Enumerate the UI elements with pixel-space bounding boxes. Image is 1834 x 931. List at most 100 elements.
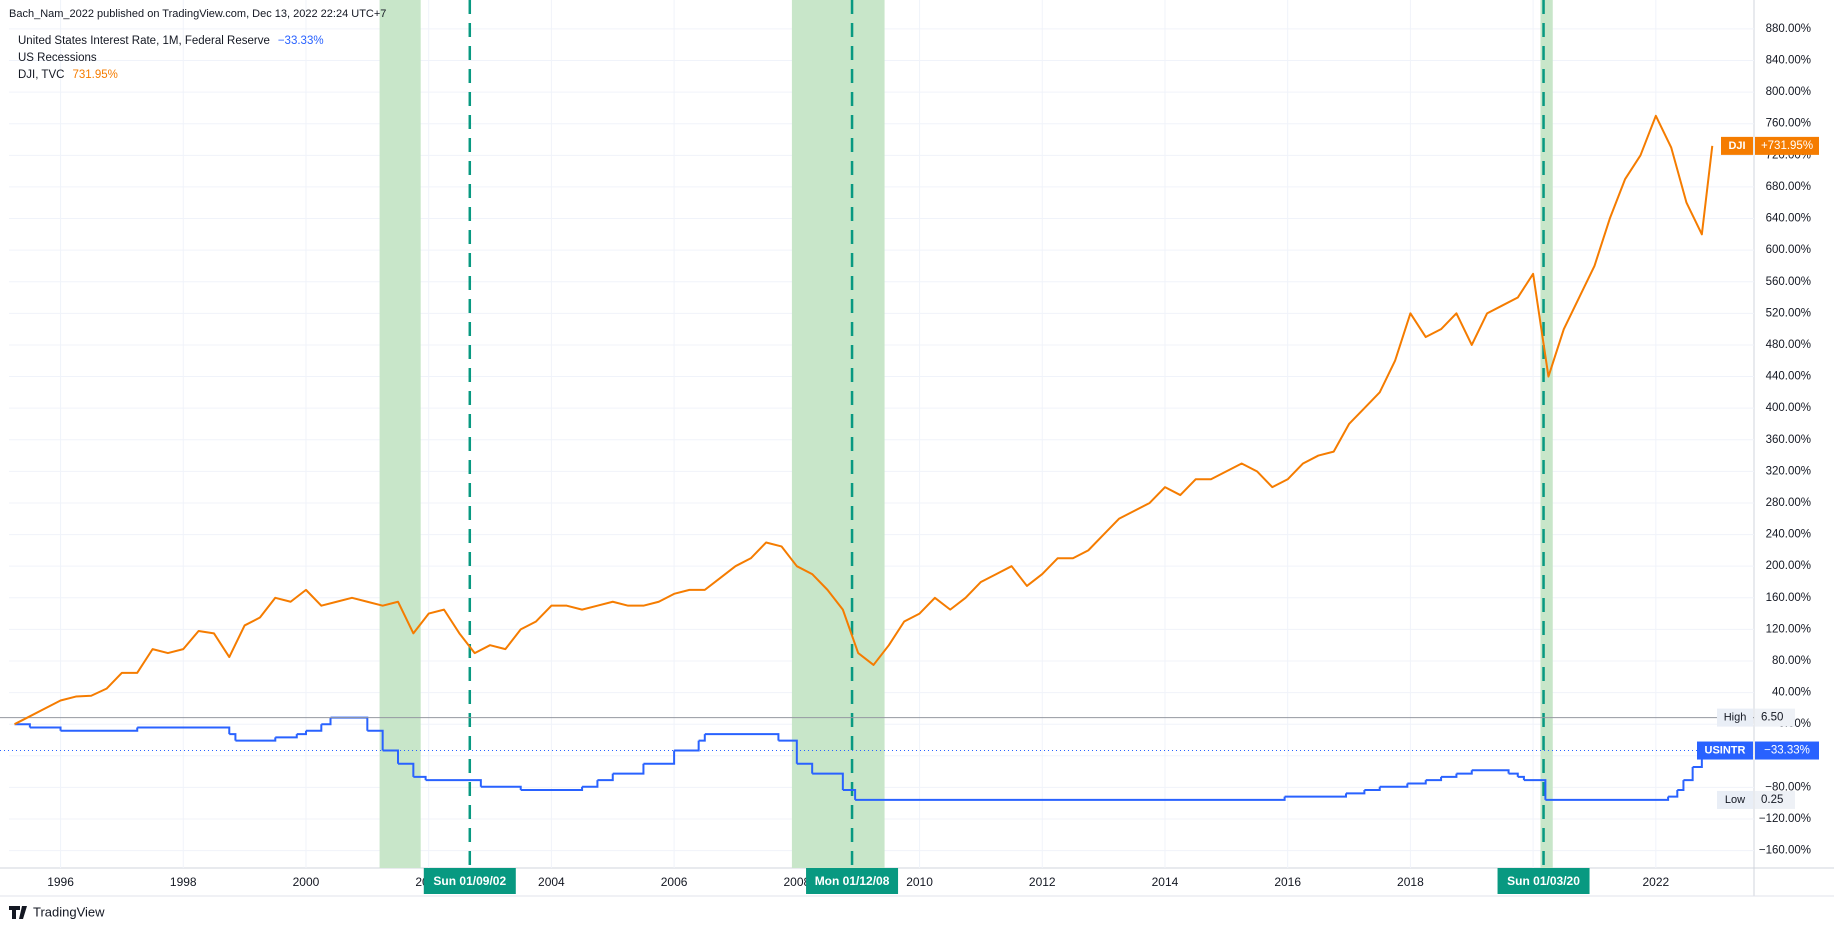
x-tick-label: 2022 bbox=[1642, 875, 1669, 889]
rate-step bbox=[382, 749, 400, 764]
x-tick-label: 2000 bbox=[293, 875, 320, 889]
rate-step bbox=[1364, 786, 1381, 792]
rate-step bbox=[1692, 757, 1703, 768]
rate-step bbox=[1545, 796, 1670, 801]
high-tag: High bbox=[1724, 712, 1747, 724]
x-tick-label: 2018 bbox=[1397, 875, 1424, 889]
y-tick-label: 480.00% bbox=[1766, 339, 1811, 351]
rate-step bbox=[1471, 769, 1510, 774]
event-label-box bbox=[1497, 868, 1590, 894]
legend-value: 731.95% bbox=[72, 69, 117, 81]
low-tag: Low bbox=[1725, 794, 1745, 806]
event-label: Mon 01/12/08 bbox=[815, 874, 890, 888]
y-tick-label: 360.00% bbox=[1766, 434, 1811, 446]
last-value-label: −33.33% bbox=[1764, 745, 1810, 757]
y-tick-label: 440.00% bbox=[1766, 371, 1811, 383]
rate-step bbox=[1508, 772, 1519, 777]
rate-step bbox=[14, 723, 31, 728]
rate-step bbox=[425, 779, 482, 787]
rate-step bbox=[398, 762, 415, 777]
y-tick-label: 640.00% bbox=[1766, 213, 1811, 225]
rate-step bbox=[235, 737, 277, 742]
rate-step bbox=[305, 724, 323, 732]
event-label-box bbox=[806, 868, 899, 894]
rate-step bbox=[704, 733, 780, 741]
rate-step bbox=[1284, 793, 1347, 798]
brand: TradingView bbox=[33, 904, 105, 919]
event-label-box bbox=[423, 868, 516, 894]
legend-name: DJI, TVC bbox=[18, 69, 64, 81]
legend-name: United States Interest Rate, 1M, Federal… bbox=[18, 35, 270, 47]
rate-step bbox=[1379, 783, 1409, 788]
last-value-label: +731.95% bbox=[1761, 140, 1813, 152]
logo-icon bbox=[9, 906, 27, 919]
y-tick-label: 80.00% bbox=[1772, 655, 1811, 667]
high-tag-box bbox=[1717, 708, 1753, 727]
x-tick-label: 2010 bbox=[906, 875, 933, 889]
rate-step bbox=[698, 734, 706, 742]
rate-step bbox=[520, 786, 584, 792]
rate-step bbox=[855, 796, 1286, 801]
x-tick-label: 2012 bbox=[1029, 875, 1056, 889]
rate-step bbox=[1523, 779, 1547, 800]
y-tick-label: 880.00% bbox=[1766, 23, 1811, 35]
event-label: Sun 01/03/20 bbox=[1507, 874, 1580, 888]
rate-step bbox=[413, 775, 427, 781]
y-tick-label: −160.00% bbox=[1759, 845, 1811, 857]
low-value-box bbox=[1755, 790, 1795, 809]
y-tick-label: 240.00% bbox=[1766, 529, 1811, 541]
rate-step bbox=[296, 730, 307, 736]
y-tick-label: 560.00% bbox=[1766, 276, 1811, 288]
y-tick-label: 200.00% bbox=[1766, 560, 1811, 572]
y-tick-label: 520.00% bbox=[1766, 307, 1811, 319]
rate-step bbox=[597, 773, 614, 782]
last-value-box bbox=[1755, 136, 1819, 155]
rate-step bbox=[778, 739, 798, 764]
y-tick-label: 600.00% bbox=[1766, 244, 1811, 256]
x-tick-label: 2008 bbox=[783, 875, 810, 889]
y-tick-label: −80.00% bbox=[1765, 781, 1811, 793]
x-tick-label: 2006 bbox=[661, 875, 688, 889]
rate-step bbox=[137, 726, 231, 735]
rate-step bbox=[1517, 775, 1525, 781]
rate-step bbox=[29, 726, 62, 731]
legend-name: US Recessions bbox=[18, 52, 97, 64]
rate-step bbox=[229, 733, 237, 741]
x-tick-label: 1996 bbox=[47, 875, 74, 889]
x-tick-label: 2014 bbox=[1152, 875, 1179, 889]
series-tag: DJI bbox=[1728, 140, 1745, 152]
y-tick-label: 800.00% bbox=[1766, 86, 1811, 98]
rate-step bbox=[275, 734, 298, 739]
dji-line bbox=[14, 114, 1714, 726]
tv-logo bbox=[9, 906, 27, 919]
publisher: Bach_Nam_2022 published on TradingView.c… bbox=[9, 8, 386, 20]
y-tick-label: 280.00% bbox=[1766, 497, 1811, 509]
x-tick-label: 1998 bbox=[170, 875, 197, 889]
y-tick-label: −120.00% bbox=[1759, 813, 1811, 825]
series-tag-box bbox=[1721, 136, 1753, 155]
rate-step bbox=[1441, 773, 1458, 778]
rate-step bbox=[1345, 790, 1366, 795]
rate-step bbox=[60, 727, 139, 732]
last-value-box bbox=[1755, 741, 1819, 760]
y-tick-label: 400.00% bbox=[1766, 402, 1811, 414]
y-tick-label: 40.00% bbox=[1772, 687, 1811, 699]
front-layer: −160.00%−120.00%−80.00%−40.00%0.00%40.00… bbox=[18, 23, 1819, 894]
rate-step bbox=[842, 789, 857, 800]
rate-step bbox=[643, 750, 676, 765]
event-label: Sun 01/09/02 bbox=[433, 874, 506, 888]
y-tick-label: 320.00% bbox=[1766, 465, 1811, 477]
high-value-box bbox=[1755, 708, 1795, 727]
low-value: 0.25 bbox=[1761, 794, 1783, 806]
recession-band bbox=[379, 0, 421, 868]
rate-step bbox=[1456, 770, 1473, 775]
rate-step bbox=[612, 763, 645, 775]
rate-step bbox=[321, 717, 332, 726]
rate-step bbox=[1677, 780, 1685, 792]
y-tick-label: 120.00% bbox=[1766, 623, 1811, 635]
recession-band bbox=[791, 0, 885, 868]
series-tag: USINTR bbox=[1705, 744, 1746, 756]
